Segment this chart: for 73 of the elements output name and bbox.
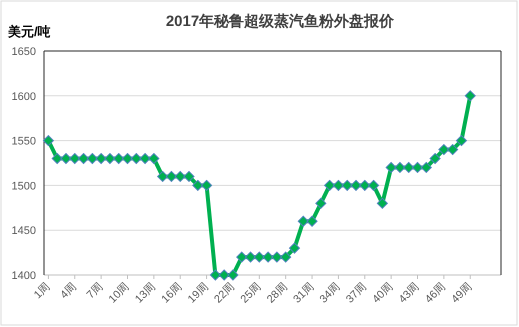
x-tick-label: 49周	[449, 280, 474, 306]
point	[456, 135, 467, 146]
point	[201, 180, 212, 191]
point	[306, 216, 318, 227]
point	[42, 135, 54, 146]
x-tick-label: 19周	[186, 280, 211, 306]
point	[394, 162, 406, 173]
point	[140, 153, 151, 164]
x-tick-label: 7周	[84, 280, 106, 302]
point	[412, 162, 424, 173]
point	[368, 180, 380, 191]
point	[86, 153, 98, 164]
point	[96, 153, 107, 164]
x-tick-label: 22周	[212, 280, 238, 306]
point	[254, 252, 265, 263]
chart-title: 2017年秘鲁超级蒸汽鱼粉外盘报价	[166, 13, 396, 30]
point	[430, 153, 441, 164]
point	[280, 252, 292, 263]
point	[271, 252, 282, 263]
x-tick-label: 43周	[396, 280, 422, 306]
x-tick-label: 25周	[238, 280, 264, 306]
y-tick-label: 1500	[12, 180, 36, 192]
point	[403, 162, 414, 173]
x-tick-label: 28周	[264, 280, 290, 306]
x-tick-label: 40周	[370, 280, 396, 306]
point	[350, 180, 362, 191]
point	[315, 198, 326, 209]
x-tick-label: 4周	[58, 280, 79, 302]
x-tick-label: 46周	[423, 280, 448, 306]
point	[332, 180, 344, 191]
point	[210, 270, 221, 280]
point	[236, 252, 248, 263]
x-tick-label: 16周	[159, 280, 184, 306]
point	[376, 198, 388, 209]
point	[148, 153, 160, 164]
x-tick-label: 1周	[32, 280, 53, 302]
point	[113, 153, 124, 164]
point	[157, 170, 168, 182]
point	[52, 153, 63, 164]
y-tick-label: 1550	[12, 136, 36, 148]
point	[122, 153, 133, 164]
y-tick-label: 1650	[12, 46, 36, 58]
y-tick-label: 1450	[12, 225, 36, 238]
point	[288, 242, 300, 254]
point	[464, 90, 476, 102]
x-tick-label: 10周	[106, 280, 132, 306]
point	[359, 180, 370, 191]
y-axis-title: 美元/吨	[7, 24, 51, 39]
y-tick-label: 1400	[12, 270, 36, 282]
y-tick-label: 1600	[12, 90, 36, 103]
point	[192, 180, 204, 191]
point	[386, 162, 397, 173]
point	[174, 170, 186, 182]
point	[420, 162, 432, 173]
point	[245, 252, 256, 263]
point	[342, 180, 353, 191]
point	[324, 180, 336, 191]
point	[218, 270, 230, 280]
point	[60, 153, 72, 164]
point	[438, 144, 450, 156]
x-tick-label: 31周	[291, 280, 316, 306]
point	[262, 252, 274, 263]
point	[447, 144, 458, 156]
point	[227, 270, 238, 280]
point	[78, 153, 90, 164]
point	[166, 170, 177, 182]
point	[184, 170, 195, 182]
x-tick-label: 34周	[318, 280, 343, 306]
point	[130, 153, 142, 164]
x-tick-label: 13周	[133, 280, 158, 306]
point	[104, 153, 116, 164]
point	[298, 216, 309, 227]
x-tick-label: 37周	[344, 280, 369, 306]
